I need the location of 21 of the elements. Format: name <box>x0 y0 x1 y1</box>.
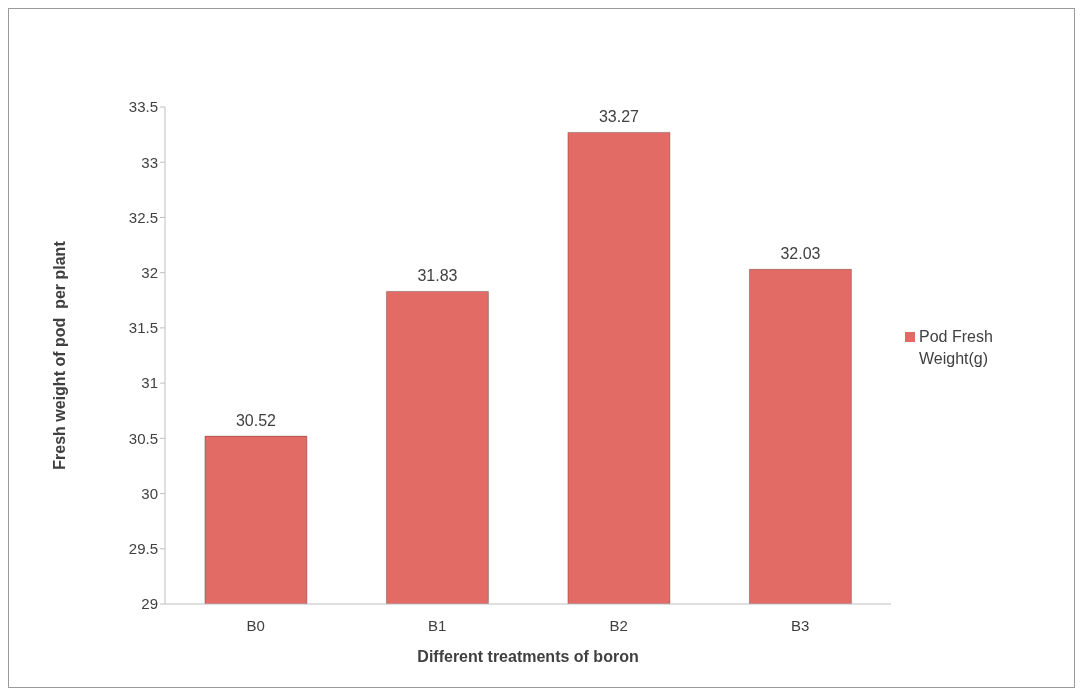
y-tick-label: 33.5 <box>128 98 158 116</box>
y-tick-label: 30.5 <box>128 429 158 447</box>
data-label: 33.27 <box>598 108 640 126</box>
x-tick-label: B1 <box>428 616 447 634</box>
y-tick-label: 29.5 <box>128 540 158 558</box>
y-tick-label: 31.5 <box>128 319 158 337</box>
y-tick-label: 29 <box>141 595 158 613</box>
data-label: 32.03 <box>780 245 821 263</box>
y-axis-title: Fresh weight of pod per plant <box>50 240 68 470</box>
y-tick-label: 33 <box>141 153 158 171</box>
data-label: 31.83 <box>417 267 458 285</box>
x-tick-label: B0 <box>246 616 265 634</box>
y-tick-label: 30 <box>141 484 158 502</box>
legend-label: Pod Fresh Weight(g) <box>919 327 994 369</box>
y-tick-label: 31 <box>141 374 158 392</box>
x-tick-label: B2 <box>609 616 628 634</box>
y-tick-label: 32.5 <box>128 208 158 226</box>
y-tick-label: 32 <box>141 263 158 281</box>
x-tick-label: B3 <box>791 616 810 634</box>
data-label: 30.52 <box>235 412 277 430</box>
x-axis-title: Different treatments of boron <box>417 648 639 665</box>
